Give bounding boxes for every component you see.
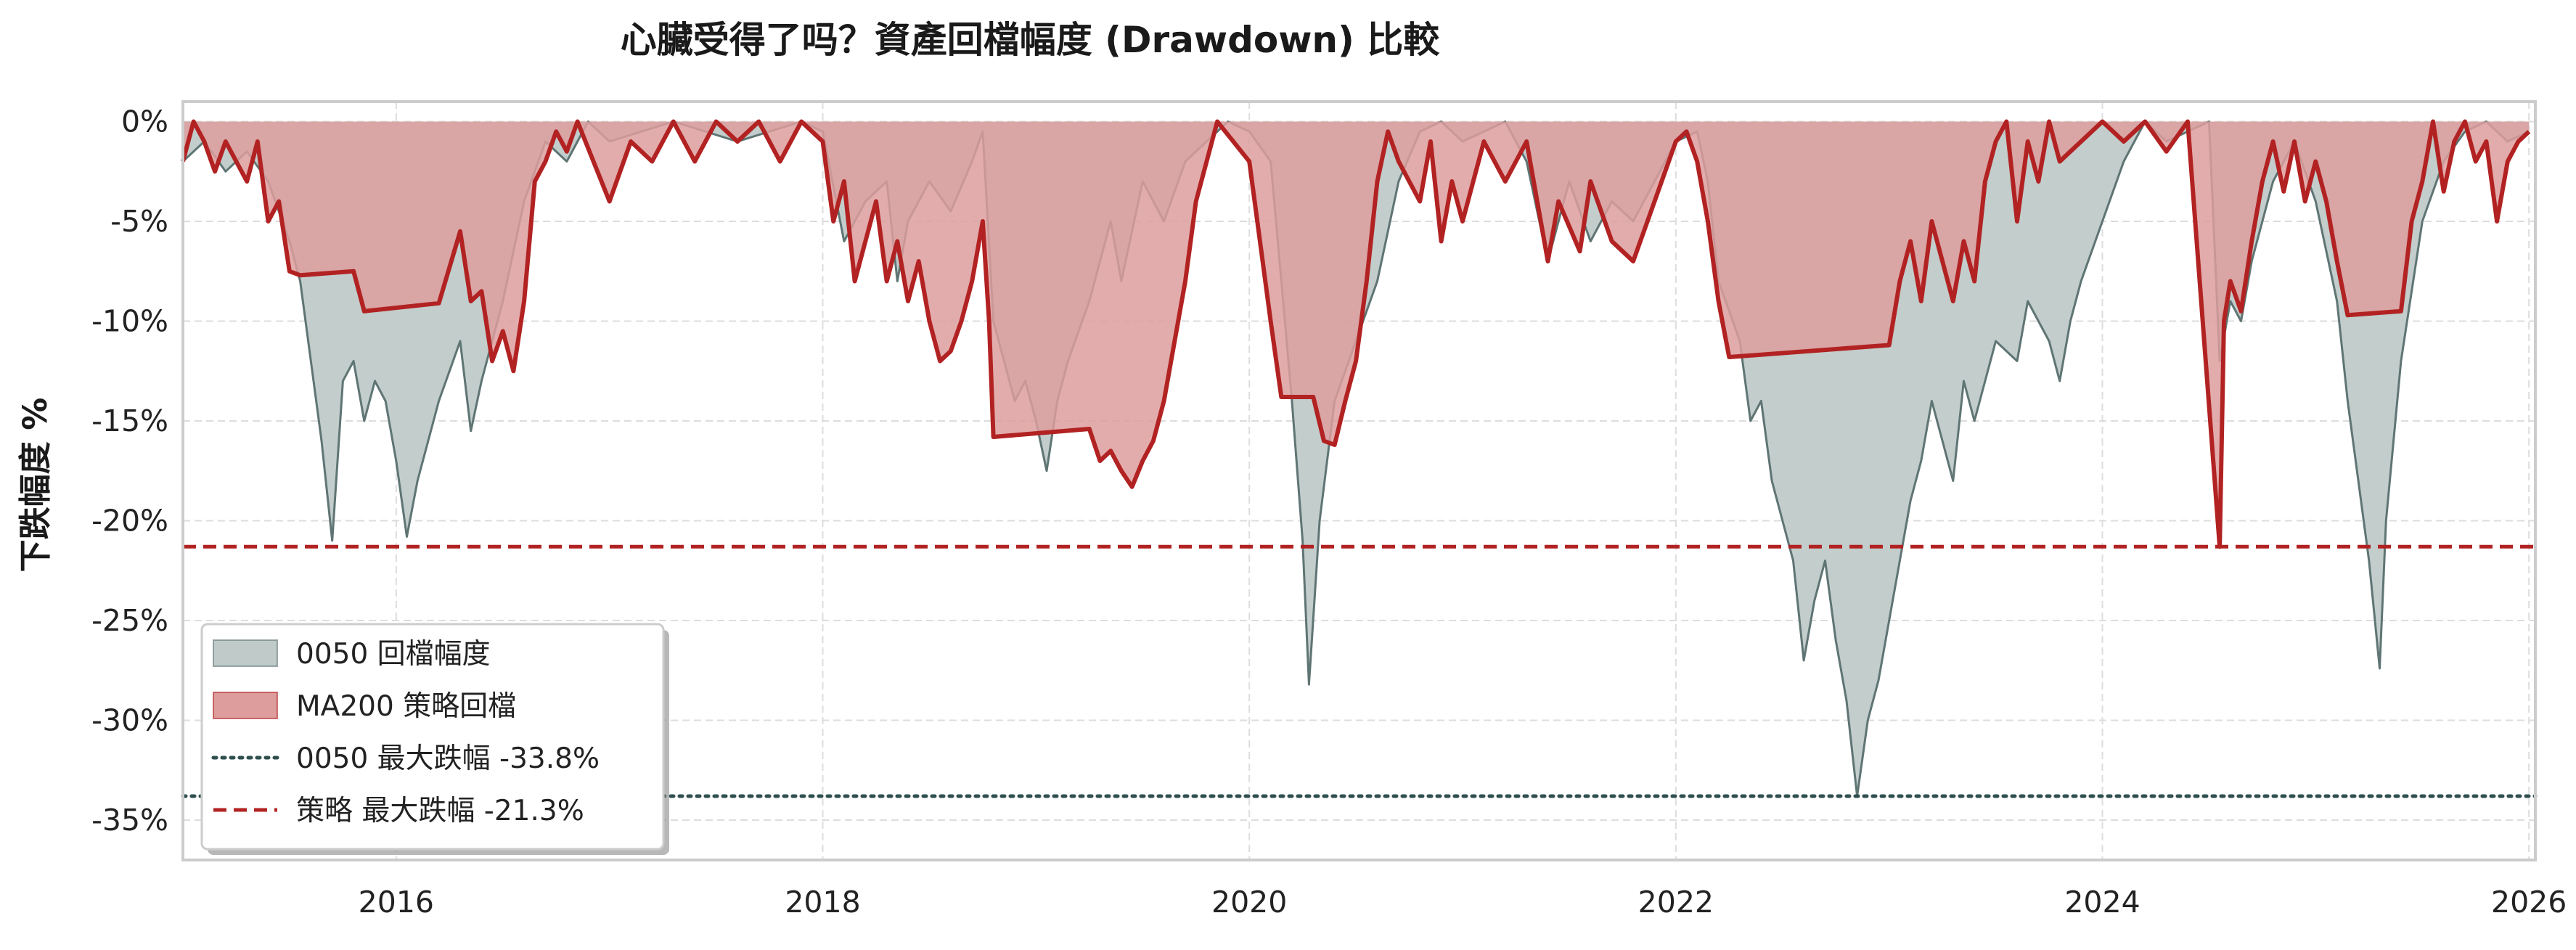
y-tick-label: -10% <box>91 304 168 339</box>
legend-label-1: MA200 策略回檔 <box>296 690 516 723</box>
legend-box <box>200 623 665 851</box>
chart-title: 心臟受得了吗？資產回檔幅度 (Drawdown) 比較 <box>621 19 1441 61</box>
tick-layer: 0% -5% -10% -15% -20% -25% -30% -35% 2016 2018 202… <box>91 105 2567 920</box>
plot-layer <box>181 119 2538 798</box>
legend-label-2: 0050 最大跌幅 -33.8% <box>296 742 600 775</box>
x-tick-label: 2018 <box>785 885 860 920</box>
plot-frame <box>181 100 2537 861</box>
y-tick-label: -20% <box>91 504 168 539</box>
y-tick-label: -35% <box>91 803 168 838</box>
x-tick-label: 2024 <box>2064 885 2140 920</box>
x-tick-label: 2026 <box>2491 885 2567 920</box>
series-area-1 <box>183 121 2530 547</box>
x-tick-label: 2022 <box>1638 885 1714 920</box>
y-axis-label: 下跌幅度 % <box>16 398 54 573</box>
legend-swatch-0 <box>213 639 278 667</box>
y-tick-label: 0% <box>121 105 168 139</box>
x-tick-label: 2016 <box>359 885 434 920</box>
x-tick-label: 2020 <box>1211 885 1287 920</box>
legend-label-0: 0050 回檔幅度 <box>296 638 491 671</box>
y-tick-label: -30% <box>91 703 168 738</box>
series-line-1 <box>181 119 2531 549</box>
legend: 0050 回檔幅度 MA200 策略回檔 0050 最大跌幅 -33.8% 策略 最大… <box>200 623 669 855</box>
y-tick-label: -15% <box>91 404 168 438</box>
legend-label-3: 策略 最大跌幅 -21.3% <box>296 795 584 827</box>
y-tick-label: -25% <box>91 603 168 638</box>
y-tick-label: -5% <box>110 204 168 239</box>
series-area-0 <box>183 121 2530 796</box>
legend-swatch-1 <box>213 692 278 719</box>
